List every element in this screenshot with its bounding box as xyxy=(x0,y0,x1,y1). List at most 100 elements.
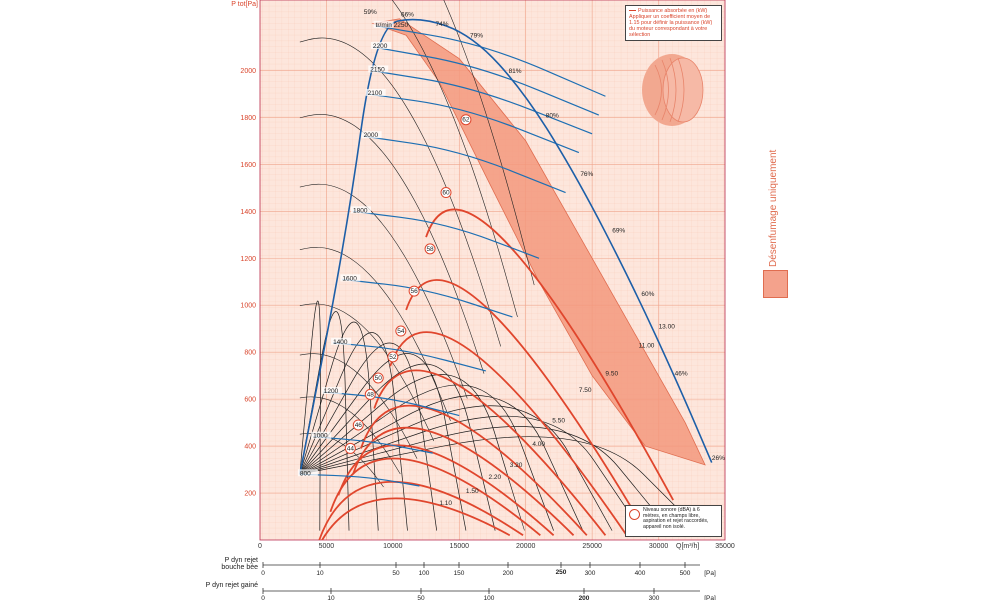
speed-label-1800: 1800 xyxy=(351,206,371,214)
y-tick-label-600: 600 xyxy=(244,397,256,404)
fan-line-9 xyxy=(299,395,584,531)
speed-label-text: tr/min 2250 xyxy=(376,22,409,29)
power-label-2.20: 2.20 xyxy=(489,474,502,481)
scale-discharge-label: P dyn rejet bouche bée xyxy=(221,557,258,571)
noise-curve-44 xyxy=(321,497,511,540)
x-tick-label-10000: 10000 xyxy=(383,543,403,550)
power-label-1.50: 1.50 xyxy=(466,488,479,495)
speed-label-1000: 1000 xyxy=(311,431,332,440)
speed-label-text: 2100 xyxy=(368,90,383,97)
y-axis-label: P tot[Pa] xyxy=(231,1,258,8)
noise-label-circle xyxy=(440,187,452,199)
fan-line-0 xyxy=(299,300,321,531)
power-label-7.50: 7.50 xyxy=(579,387,592,394)
power-label-1.10: 1.10 xyxy=(439,500,452,507)
speed-label-bg xyxy=(365,88,386,96)
noise-label-54: 54 xyxy=(395,325,407,337)
y-tick-label-1400: 1400 xyxy=(240,209,256,216)
speed-label-text: 2150 xyxy=(370,66,385,73)
efficiency-label-69: 69% xyxy=(612,227,625,234)
speed-label-bg xyxy=(368,65,389,73)
speed-curve-2000 xyxy=(363,135,566,194)
scale1-unit: [Pa] xyxy=(704,570,716,577)
noise-curves xyxy=(318,208,674,540)
power-label-13.00: 13.00 xyxy=(659,324,676,331)
noise-label-text: 56 xyxy=(410,288,418,295)
efficiency-label-60: 60% xyxy=(641,291,654,298)
noise-curve-56 xyxy=(373,369,607,536)
speed-label-bg xyxy=(297,469,318,477)
scale1-label-100: 100 xyxy=(419,570,430,577)
fan-line-10 xyxy=(299,405,613,531)
efficiency-label-79: 79% xyxy=(470,33,483,40)
noise-label-text: 54 xyxy=(397,328,405,335)
noise-label-56: 56 xyxy=(408,285,420,297)
power-label-4.00: 4.00 xyxy=(532,441,545,448)
noise-curve-60 xyxy=(405,279,649,536)
efficiency-label-59: 59% xyxy=(364,9,377,16)
noise-label-circle xyxy=(460,114,472,126)
parabola-line-6 xyxy=(299,114,485,374)
x-axis-label: Q[m³/h] xyxy=(676,543,699,550)
noise-label-circle xyxy=(408,285,420,297)
power-line-swatch xyxy=(629,9,636,12)
power-legend: Puissance absorbée en (kW) Appliquer un … xyxy=(625,5,722,41)
power-label-11.00: 11.00 xyxy=(639,342,655,349)
noise-curve-50 xyxy=(337,444,555,536)
scale-ducted: 0 10 50 100 200 300 [Pa] xyxy=(261,588,716,600)
noise-label-48: 48 xyxy=(364,388,376,400)
speed-curve-2250 xyxy=(375,25,606,97)
speed-label-text: 1800 xyxy=(353,207,368,214)
noise-curve-48 xyxy=(329,457,541,536)
speed-label-bg xyxy=(373,20,394,28)
noise-curve-46 xyxy=(318,480,524,540)
scale2-label-100: 100 xyxy=(484,595,495,600)
efficiency-label-76: 76% xyxy=(580,171,593,178)
noise-label-circle xyxy=(352,419,364,431)
y-tick-label-1800: 1800 xyxy=(240,115,256,122)
efficiency-label-81: 81% xyxy=(509,68,522,75)
noise-label-58: 58 xyxy=(424,243,436,255)
noise-label-text: 52 xyxy=(389,354,397,361)
parabola-line-0 xyxy=(299,433,384,488)
x-tick-label-20000: 20000 xyxy=(516,543,536,550)
fan-line-6 xyxy=(299,363,496,531)
noise-label-text: 48 xyxy=(367,391,375,398)
speed-label-2250: tr/min 2250 xyxy=(373,20,409,29)
scale-discharge: 0 10 50 100 150 200 250 300 400 500 [Pa] xyxy=(261,562,716,577)
speed-label-text: 1600 xyxy=(342,275,357,282)
plot-frame xyxy=(259,0,726,541)
speed-label-bg xyxy=(351,206,371,214)
noise-label-text: 44 xyxy=(347,445,355,452)
parabola-line-3 xyxy=(299,303,435,442)
power-label-3.20: 3.20 xyxy=(510,462,523,469)
scale1-label-150: 150 xyxy=(454,570,465,577)
y-tick-label-1200: 1200 xyxy=(240,256,256,263)
noise-label-50: 50 xyxy=(372,372,384,384)
speed-label-bg xyxy=(370,41,391,49)
fan-line-3 xyxy=(299,332,408,531)
noise-label-circle xyxy=(344,442,356,454)
scale2-label-0: 0 xyxy=(261,595,265,600)
noise-label-52: 52 xyxy=(387,351,399,363)
operating-envelope xyxy=(371,18,706,466)
noise-label-circle xyxy=(364,388,376,400)
speed-label-bg xyxy=(321,387,342,395)
parabola-line-8 xyxy=(391,0,518,318)
parabola-line-4 xyxy=(299,247,451,421)
noise-legend: Niveau sonore (dBA) à 6 mètres, en champ… xyxy=(625,505,722,537)
fan-line-8 xyxy=(299,384,554,531)
fan-wheel-icon xyxy=(642,54,704,126)
noise-label-text: 62 xyxy=(462,117,470,124)
scale1-label-50: 50 xyxy=(392,570,400,577)
noise-label-circle xyxy=(372,372,384,384)
y-tick-label-400: 400 xyxy=(244,444,256,451)
noise-label-text: 60 xyxy=(442,190,450,197)
speed-label-800: 800 xyxy=(297,469,318,477)
y-tick-label-200: 200 xyxy=(244,491,256,498)
scale-ducted-label: P dyn rejet gainé xyxy=(205,582,258,589)
fan-line-13 xyxy=(299,436,701,531)
x-tick-label-35000: 35000 xyxy=(715,543,735,550)
noise-label-circle xyxy=(387,351,399,363)
scale1-label-10: 10 xyxy=(316,570,324,577)
